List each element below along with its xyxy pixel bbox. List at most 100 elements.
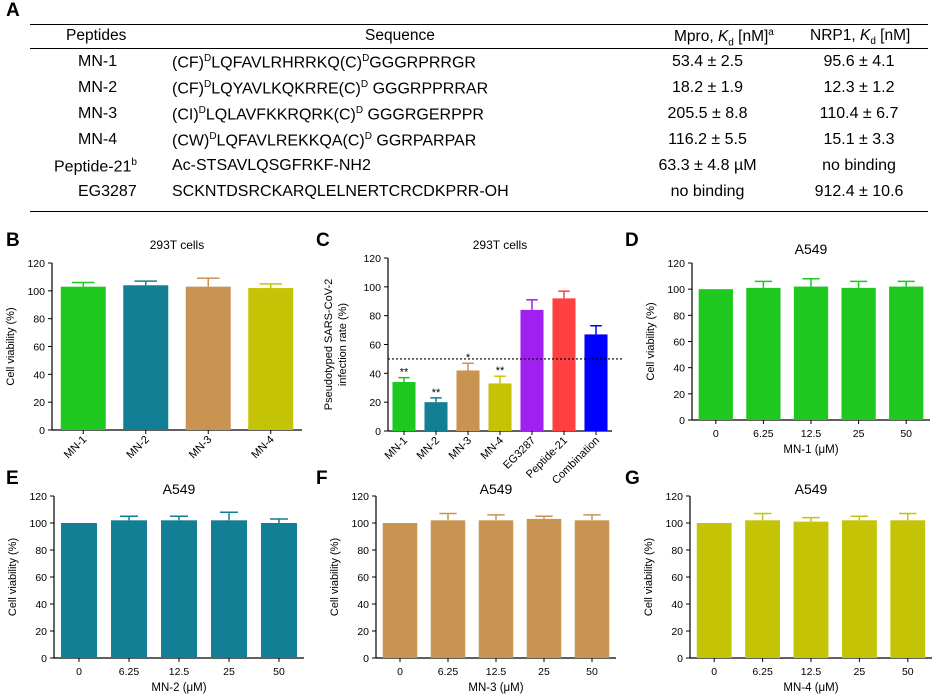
bar — [696, 523, 732, 658]
bar — [520, 309, 544, 431]
y-tick-label: 100 — [351, 518, 369, 530]
y-tick-label: 120 — [27, 258, 45, 270]
y-tick-label: 60 — [35, 572, 47, 584]
sequence-fragment: (CW) — [172, 132, 210, 150]
header-mpro-sup: a — [768, 27, 774, 38]
x-tick-label: 0 — [711, 666, 717, 678]
sequence-fragment: LQFAVLRHRRKQ(C) — [211, 54, 363, 72]
x-tick-label: 12.5 — [801, 428, 822, 440]
y-tick-label: 40 — [33, 369, 45, 381]
y-tick-label: 20 — [35, 626, 47, 638]
y-tick-label: 60 — [369, 340, 381, 352]
x-axis-label: MN-4 (μM) — [783, 682, 838, 694]
table-cell-mpro-kd: 18.2 ± 1.9 — [671, 79, 744, 96]
header-nrp1-kd: NRP1, Kd [nM] — [810, 27, 910, 47]
sequence-d-amino-marker: D — [203, 53, 212, 64]
header-nrp1-sub: d — [870, 36, 876, 48]
x-tick-label: MN-4 — [479, 435, 506, 462]
sequence-d-amino-marker: D — [362, 53, 370, 64]
y-tick-label: 0 — [677, 653, 683, 665]
x-tick-label: 50 — [586, 666, 598, 678]
table-header-rule — [30, 48, 928, 49]
x-axis-label: MN-1 (μM) — [783, 444, 838, 456]
table-cell-sequence: Ac-STSAVLQSGFRKF-NH2 — [172, 157, 371, 175]
y-axis-label: Cell viability (%) — [5, 307, 17, 385]
significance-mark: ** — [496, 365, 505, 377]
peptide-name: Peptide-21 — [54, 158, 132, 176]
y-tick-label: 100 — [665, 518, 683, 530]
bar — [430, 520, 466, 658]
table-cell-sequence: (CW)DLQFAVLREKKQA(C)D GGRPARPAR — [172, 131, 476, 150]
header-mpro-unit: [nM] — [733, 28, 769, 46]
table-cell-mpro-kd: 116.2 ± 5.5 — [668, 131, 747, 148]
table-top-rule — [30, 24, 928, 25]
sequence-fragment: (CF) — [172, 80, 204, 98]
sequence-d-amino-marker: D — [209, 131, 217, 142]
y-tick-label: 80 — [33, 314, 45, 326]
panel-letter-a: A — [6, 0, 20, 21]
bar — [61, 523, 97, 658]
y-tick-label: 60 — [33, 342, 45, 354]
peptide-name: EG3287 — [78, 183, 137, 200]
x-tick-label: 25 — [538, 666, 550, 678]
bar — [890, 520, 926, 658]
bar — [478, 520, 514, 658]
y-tick-label: 20 — [357, 626, 369, 638]
sequence-fragment: LQFAVLREKKQA(C) — [216, 132, 365, 150]
x-tick-label: 25 — [854, 666, 866, 678]
chart-panel-b: 293T cells 0 20 40 60 80 100 120 Cell viability … — [5, 238, 302, 461]
significance-mark: * — [466, 352, 471, 364]
y-tick-label: 100 — [27, 286, 45, 298]
bar — [424, 402, 448, 431]
chart-panel-c: 293T cells 0 20 40 60 80 100 120 Pseudotyped SAR… — [323, 238, 622, 487]
chart-panel-g: A549 0 20 40 60 80 100 120 Cell viability (%) 0 6.… — [643, 481, 932, 694]
x-tick-label: 6.25 — [119, 666, 140, 678]
y-tick-label: 100 — [363, 282, 381, 294]
table-cell-peptide: EG3287 — [78, 183, 137, 201]
bar — [574, 520, 610, 658]
x-tick-label: 25 — [223, 666, 235, 678]
y-tick-label: 20 — [33, 397, 45, 409]
table-cell-sequence: SCKNTDSRCKARQLELNERTCRCDKPRR-OH — [172, 183, 509, 201]
y-tick-label: 0 — [363, 653, 369, 665]
bar — [698, 289, 733, 420]
y-tick-label: 40 — [357, 599, 369, 611]
x-tick-label: MN-2 — [415, 435, 442, 462]
y-tick-label: 100 — [29, 518, 47, 530]
x-axis-label: MN-2 (μM) — [151, 682, 206, 694]
x-tick-label: MN-4 — [249, 434, 276, 461]
header-mpro-prefix: Mpro, — [674, 28, 718, 46]
x-tick-label: 6.25 — [753, 428, 774, 440]
x-tick-label: 12.5 — [169, 666, 190, 678]
table-cell-peptide: MN-4 — [78, 131, 117, 149]
y-tick-label: 80 — [35, 545, 47, 557]
x-axis-label: MN-3 (μM) — [468, 682, 523, 694]
panel-letter-g: G — [625, 468, 640, 489]
bar — [261, 523, 297, 658]
sequence-fragment: GGGRPRRGR — [369, 54, 476, 72]
bar — [841, 287, 876, 420]
bar — [248, 288, 294, 430]
peptide-name: MN-2 — [78, 79, 118, 96]
table-cell-peptide: MN-2 — [78, 79, 117, 97]
table-cell-nrp1-kd: 110.4 ± 6.7 — [819, 105, 899, 122]
sequence-d-amino-marker: D — [203, 79, 212, 90]
y-tick-label: 20 — [369, 397, 381, 409]
x-tick-label: 0 — [76, 666, 82, 678]
bar — [161, 520, 197, 658]
x-tick-label: 50 — [902, 666, 914, 678]
header-nrp1-unit: [nM] — [875, 27, 911, 44]
chart-panel-f: A549 0 20 40 60 80 100 120 Cell viability (%) 0 6.… — [329, 481, 616, 694]
x-tick-label: 6.25 — [438, 666, 459, 678]
y-tick-label: 40 — [369, 368, 381, 380]
header-mpro-k: K — [717, 28, 729, 46]
y-axis-label-line2: infection rate (%) — [337, 303, 349, 386]
header-nrp1-prefix: NRP1, — [810, 27, 860, 44]
peptide-name: MN-4 — [78, 131, 118, 148]
peptide-name-footnote: b — [131, 157, 137, 168]
x-tick-label: MN-1 — [383, 435, 410, 462]
significance-mark: ** — [400, 367, 409, 379]
bar — [111, 520, 147, 658]
x-tick-label: 12.5 — [486, 666, 507, 678]
table-cell-nrp1-kd: 15.1 ± 3.3 — [823, 131, 895, 148]
